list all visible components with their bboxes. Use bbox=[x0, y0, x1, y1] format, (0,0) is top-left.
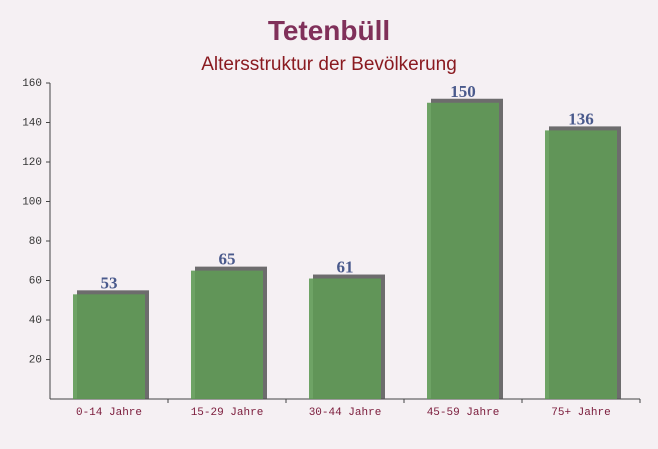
bar bbox=[191, 270, 263, 399]
bar bbox=[545, 130, 617, 399]
y-tick-label: 80 bbox=[29, 236, 42, 248]
x-tick-label: 30-44 Jahre bbox=[309, 407, 382, 419]
value-label: 61 bbox=[337, 258, 354, 277]
x-tick-label: 0-14 Jahre bbox=[76, 407, 142, 419]
chart-title: Tetenbüll bbox=[268, 15, 390, 46]
value-label: 53 bbox=[101, 273, 118, 292]
chart-subtitle: Altersstruktur der Bevölkerung bbox=[201, 54, 457, 75]
y-tick-label: 100 bbox=[22, 196, 42, 208]
x-tick-label: 45-59 Jahre bbox=[427, 407, 500, 419]
y-tick-label: 120 bbox=[22, 157, 42, 169]
y-tick-label: 40 bbox=[29, 315, 42, 327]
x-tick-label: 15-29 Jahre bbox=[191, 407, 264, 419]
bar bbox=[73, 294, 145, 399]
y-tick-label: 140 bbox=[22, 117, 42, 129]
value-label: 65 bbox=[219, 250, 236, 269]
y-tick-label: 60 bbox=[29, 275, 42, 287]
bar bbox=[427, 102, 499, 399]
y-tick-label: 20 bbox=[29, 354, 42, 366]
y-tick-label: 160 bbox=[22, 78, 42, 90]
bar bbox=[309, 278, 381, 399]
x-tick-label: 75+ Jahre bbox=[551, 407, 610, 419]
value-label: 150 bbox=[450, 82, 476, 101]
value-label: 136 bbox=[568, 109, 594, 128]
